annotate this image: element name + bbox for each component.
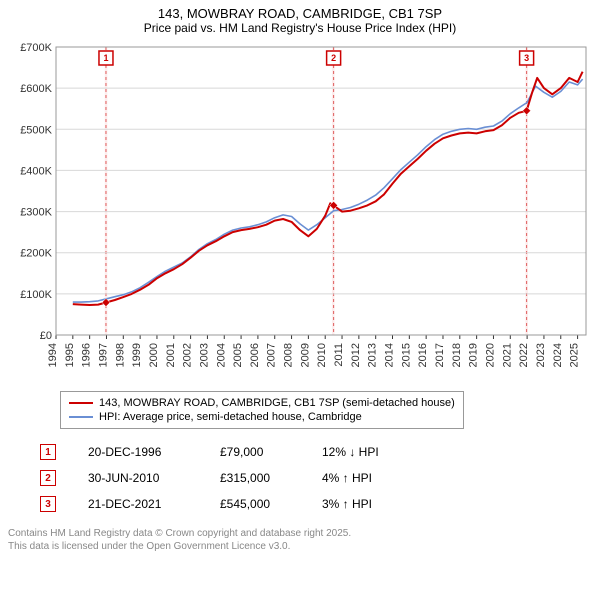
svg-text:£0: £0 — [40, 330, 52, 342]
svg-text:2: 2 — [331, 53, 336, 63]
svg-text:1999: 1999 — [131, 343, 143, 367]
svg-text:£300K: £300K — [20, 207, 52, 219]
legend: 143, MOWBRAY ROAD, CAMBRIDGE, CB1 7SP (s… — [60, 391, 464, 429]
legend-row: 143, MOWBRAY ROAD, CAMBRIDGE, CB1 7SP (s… — [69, 396, 455, 410]
legend-label: HPI: Average price, semi-detached house,… — [99, 411, 362, 423]
svg-text:2019: 2019 — [468, 343, 480, 367]
sale-marker — [523, 107, 531, 115]
svg-text:2024: 2024 — [552, 343, 564, 367]
transaction-price: £79,000 — [220, 445, 290, 459]
svg-text:2005: 2005 — [232, 343, 244, 367]
svg-text:2023: 2023 — [535, 343, 547, 367]
svg-text:2010: 2010 — [316, 343, 328, 367]
series-hpi — [73, 79, 583, 302]
svg-text:2006: 2006 — [249, 343, 261, 367]
footer-line: This data is licensed under the Open Gov… — [8, 540, 592, 553]
svg-text:£500K: £500K — [20, 124, 52, 136]
legend-label: 143, MOWBRAY ROAD, CAMBRIDGE, CB1 7SP (s… — [99, 397, 455, 409]
svg-text:2004: 2004 — [215, 343, 227, 367]
svg-text:2002: 2002 — [182, 343, 194, 367]
svg-text:£700K: £700K — [20, 42, 52, 54]
svg-text:2003: 2003 — [198, 343, 210, 367]
svg-text:£600K: £600K — [20, 83, 52, 95]
svg-text:1: 1 — [103, 53, 108, 63]
transaction-table: 1 20-DEC-1996 £79,000 12% ↓ HPI 2 30-JUN-2010… — [40, 439, 592, 517]
svg-text:1998: 1998 — [114, 343, 126, 367]
svg-text:1994: 1994 — [47, 343, 59, 367]
series-price_paid — [73, 72, 583, 305]
svg-text:2011: 2011 — [333, 343, 345, 367]
legend-swatch — [69, 402, 93, 404]
footer-line: Contains HM Land Registry data © Crown c… — [8, 527, 592, 540]
svg-text:1995: 1995 — [64, 343, 76, 367]
svg-text:3: 3 — [524, 53, 529, 63]
transaction-delta: 3% ↑ HPI — [322, 497, 412, 511]
svg-text:2022: 2022 — [518, 343, 530, 367]
svg-text:2017: 2017 — [434, 343, 446, 367]
svg-text:2009: 2009 — [299, 343, 311, 367]
svg-text:1997: 1997 — [97, 343, 109, 367]
chart-area: £0 £100K £200K £300K £400K £500K £600K £700K 199… — [8, 41, 592, 381]
transaction-row: 2 30-JUN-2010 £315,000 4% ↑ HPI — [40, 465, 592, 491]
svg-text:2000: 2000 — [148, 343, 160, 367]
chart-subtitle: Price paid vs. HM Land Registry's House … — [8, 21, 592, 35]
transaction-date: 20-DEC-1996 — [88, 445, 188, 459]
svg-text:£100K: £100K — [20, 289, 52, 301]
transaction-date: 30-JUN-2010 — [88, 471, 188, 485]
attribution-footer: Contains HM Land Registry data © Crown c… — [8, 527, 592, 553]
svg-text:2008: 2008 — [283, 343, 295, 367]
svg-text:2007: 2007 — [266, 343, 278, 367]
svg-text:£200K: £200K — [20, 248, 52, 260]
transaction-date: 21-DEC-2021 — [88, 497, 188, 511]
legend-row: HPI: Average price, semi-detached house,… — [69, 410, 455, 424]
svg-text:2018: 2018 — [451, 343, 463, 367]
transaction-delta: 4% ↑ HPI — [322, 471, 412, 485]
svg-text:2025: 2025 — [569, 343, 581, 367]
svg-text:2015: 2015 — [400, 343, 412, 367]
transaction-price: £315,000 — [220, 471, 290, 485]
chart-title: 143, MOWBRAY ROAD, CAMBRIDGE, CB1 7SP — [8, 6, 592, 21]
transaction-delta: 12% ↓ HPI — [322, 445, 412, 459]
svg-text:£400K: £400K — [20, 165, 52, 177]
transaction-row: 1 20-DEC-1996 £79,000 12% ↓ HPI — [40, 439, 592, 465]
transaction-badge: 1 — [40, 444, 56, 460]
svg-text:2001: 2001 — [165, 343, 177, 367]
svg-text:2014: 2014 — [384, 343, 396, 367]
svg-text:2020: 2020 — [484, 343, 496, 367]
transaction-badge: 2 — [40, 470, 56, 486]
legend-swatch — [69, 416, 93, 418]
svg-text:2012: 2012 — [350, 343, 362, 367]
transaction-row: 3 21-DEC-2021 £545,000 3% ↑ HPI — [40, 491, 592, 517]
transaction-badge: 3 — [40, 496, 56, 512]
svg-text:2013: 2013 — [367, 343, 379, 367]
transaction-price: £545,000 — [220, 497, 290, 511]
svg-text:2016: 2016 — [417, 343, 429, 367]
line-chart: £0 £100K £200K £300K £400K £500K £600K £700K 199… — [8, 41, 592, 381]
svg-text:1996: 1996 — [81, 343, 93, 367]
svg-text:2021: 2021 — [501, 343, 513, 367]
